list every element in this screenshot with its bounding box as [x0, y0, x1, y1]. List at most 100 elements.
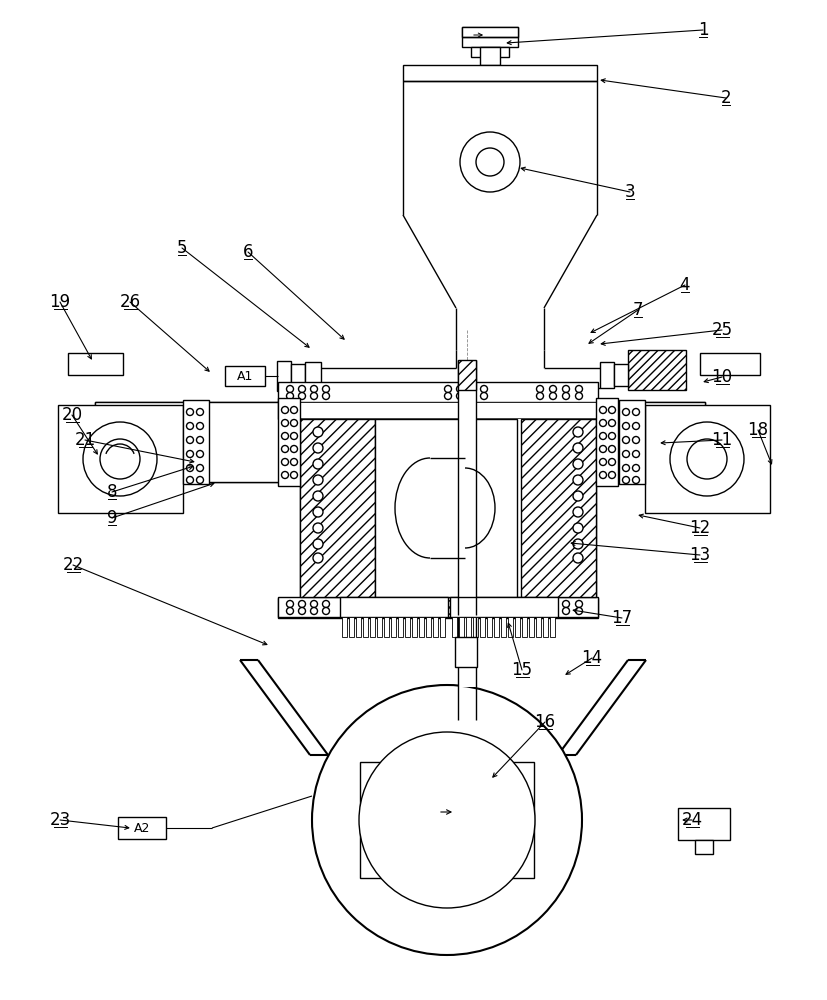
Circle shape: [600, 458, 606, 466]
Bar: [700, 353, 760, 375]
Bar: [522, 617, 527, 637]
Circle shape: [609, 420, 615, 426]
Circle shape: [576, 392, 582, 399]
Circle shape: [609, 432, 615, 440]
Bar: [426, 617, 431, 637]
Bar: [360, 762, 534, 878]
Circle shape: [537, 600, 543, 607]
Circle shape: [299, 392, 305, 399]
Bar: [614, 364, 628, 386]
Circle shape: [609, 446, 615, 452]
Bar: [433, 617, 438, 637]
Circle shape: [444, 392, 452, 399]
Circle shape: [313, 427, 323, 437]
Circle shape: [299, 385, 305, 392]
Bar: [678, 808, 730, 840]
Bar: [321, 368, 456, 388]
Circle shape: [313, 443, 323, 453]
Text: 10: 10: [711, 368, 733, 386]
Bar: [300, 402, 596, 617]
Circle shape: [469, 385, 476, 392]
Circle shape: [609, 458, 615, 466]
Circle shape: [286, 392, 294, 399]
Circle shape: [549, 385, 557, 392]
Circle shape: [457, 385, 463, 392]
Text: 11: 11: [711, 431, 733, 449]
Text: 22: 22: [62, 556, 84, 574]
Circle shape: [623, 422, 629, 430]
Circle shape: [476, 148, 504, 176]
Circle shape: [480, 607, 487, 614]
Bar: [403, 65, 597, 81]
Circle shape: [633, 408, 639, 416]
Circle shape: [197, 477, 203, 484]
Bar: [278, 401, 598, 419]
Text: 18: 18: [748, 421, 768, 439]
Bar: [370, 617, 375, 637]
Text: 8: 8: [107, 483, 117, 501]
Circle shape: [623, 450, 629, 458]
Circle shape: [549, 392, 557, 399]
Circle shape: [187, 408, 194, 416]
Text: A2: A2: [134, 822, 151, 834]
Text: 12: 12: [690, 519, 710, 537]
Circle shape: [457, 607, 463, 614]
Text: 23: 23: [50, 811, 70, 829]
Circle shape: [573, 459, 583, 469]
Bar: [450, 597, 558, 617]
Circle shape: [444, 385, 452, 392]
Bar: [183, 400, 209, 484]
Circle shape: [444, 607, 452, 614]
Circle shape: [469, 600, 476, 607]
Circle shape: [633, 450, 639, 458]
Circle shape: [600, 472, 606, 479]
Circle shape: [633, 464, 639, 472]
Bar: [278, 398, 300, 486]
Circle shape: [600, 420, 606, 426]
Circle shape: [310, 385, 318, 392]
Circle shape: [281, 458, 289, 466]
Bar: [342, 617, 347, 637]
Bar: [340, 597, 448, 617]
Circle shape: [623, 408, 629, 416]
Bar: [398, 617, 403, 637]
Circle shape: [633, 477, 639, 484]
Circle shape: [197, 464, 203, 472]
Bar: [412, 617, 417, 637]
Bar: [459, 617, 464, 637]
Circle shape: [310, 600, 318, 607]
Circle shape: [537, 385, 543, 392]
Bar: [277, 361, 291, 391]
Bar: [487, 617, 492, 637]
Bar: [375, 419, 517, 597]
Circle shape: [187, 422, 194, 430]
Text: 21: 21: [74, 431, 96, 449]
Bar: [508, 617, 513, 637]
Bar: [278, 598, 598, 618]
Circle shape: [623, 464, 629, 472]
Circle shape: [299, 600, 305, 607]
Bar: [462, 27, 518, 47]
Bar: [462, 27, 518, 37]
Bar: [695, 840, 713, 854]
Circle shape: [281, 472, 289, 479]
Circle shape: [187, 450, 194, 458]
Circle shape: [290, 458, 298, 466]
Circle shape: [281, 446, 289, 452]
Circle shape: [312, 685, 582, 955]
Circle shape: [460, 132, 520, 192]
Circle shape: [281, 432, 289, 440]
Circle shape: [573, 539, 583, 549]
Circle shape: [313, 523, 323, 533]
Bar: [118, 817, 166, 839]
Text: 25: 25: [711, 321, 733, 339]
Bar: [405, 617, 410, 637]
Bar: [600, 362, 614, 388]
Circle shape: [286, 600, 294, 607]
Bar: [452, 617, 457, 637]
Text: 15: 15: [511, 661, 533, 679]
Bar: [550, 617, 555, 637]
Circle shape: [323, 385, 329, 392]
Circle shape: [83, 422, 157, 496]
Bar: [510, 402, 705, 482]
